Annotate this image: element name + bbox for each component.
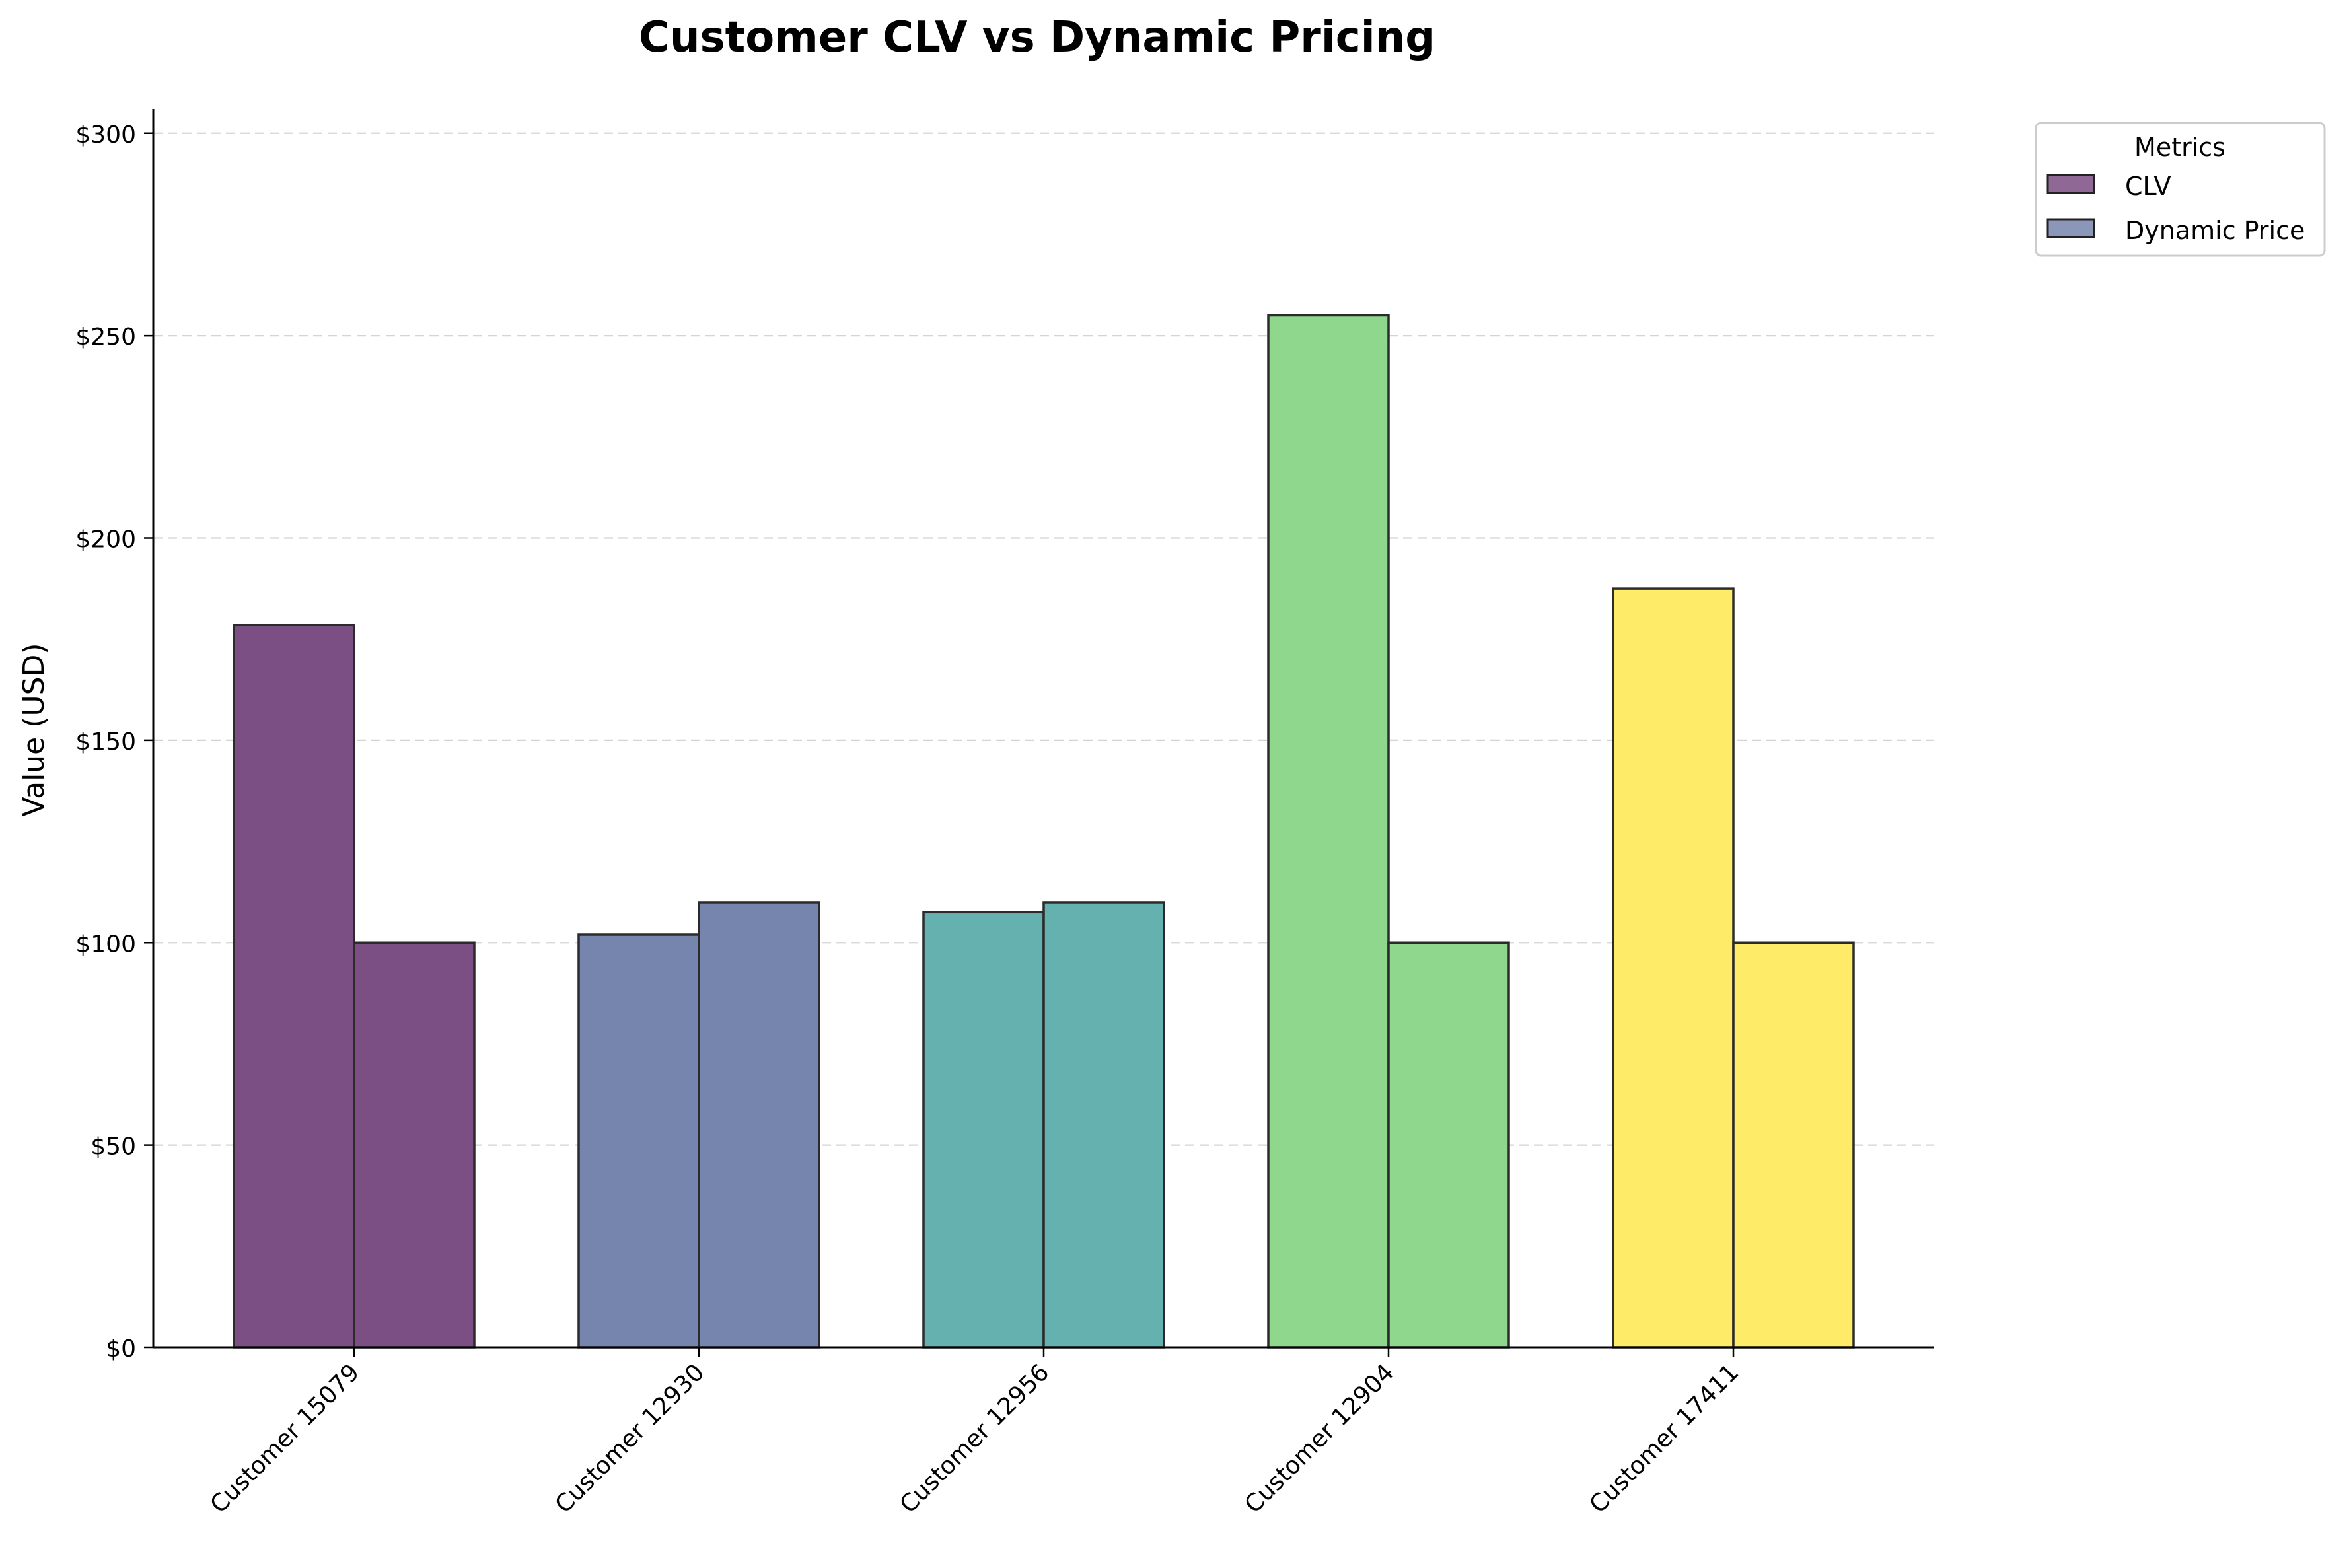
y-tick-label: $200: [75, 526, 136, 553]
bar-clv: [1612, 587, 1735, 1349]
x-tick-label: Customer 12930: [550, 1359, 710, 1518]
y-tick-label: $250: [75, 324, 136, 351]
legend-swatch-dynamic-price: [2046, 218, 2095, 238]
bar-dynamic-price: [353, 941, 476, 1349]
legend-label-dynamic-price: Dynamic Price: [2125, 216, 2305, 245]
bar-dynamic-price: [698, 901, 820, 1349]
x-tick-label: Customer 15079: [205, 1359, 365, 1518]
y-tick-label: $100: [75, 931, 136, 958]
bar-clv: [922, 911, 1045, 1349]
bars: [233, 314, 1855, 1349]
bar-dynamic-price: [1042, 901, 1165, 1349]
bar-clv: [1267, 314, 1390, 1349]
y-axis-label: Value (USD): [17, 643, 51, 816]
y-tick-label: $300: [75, 122, 136, 149]
axes: [144, 109, 1934, 1357]
x-tick-label: Customer 17411: [1585, 1359, 1745, 1518]
y-tick-label: $150: [75, 729, 136, 756]
legend: Metrics CLV Dynamic Price: [2035, 122, 2326, 257]
bar-clv: [577, 933, 700, 1349]
chart-title: Customer CLV vs Dynamic Pricing: [639, 13, 1435, 62]
bar-dynamic-price: [1732, 941, 1855, 1349]
legend-title: Metrics: [2134, 133, 2225, 162]
bar-clv: [233, 624, 355, 1349]
y-tick-label: $50: [90, 1133, 136, 1160]
bar-dynamic-price: [1387, 941, 1510, 1349]
legend-swatch-clv: [2046, 174, 2095, 194]
y-tick-label: $0: [106, 1336, 136, 1363]
legend-frame: [2035, 122, 2326, 257]
x-tick-label: Customer 12904: [1240, 1359, 1400, 1518]
x-tick-label: Customer 12956: [895, 1359, 1055, 1518]
legend-label-clv: CLV: [2125, 172, 2171, 201]
